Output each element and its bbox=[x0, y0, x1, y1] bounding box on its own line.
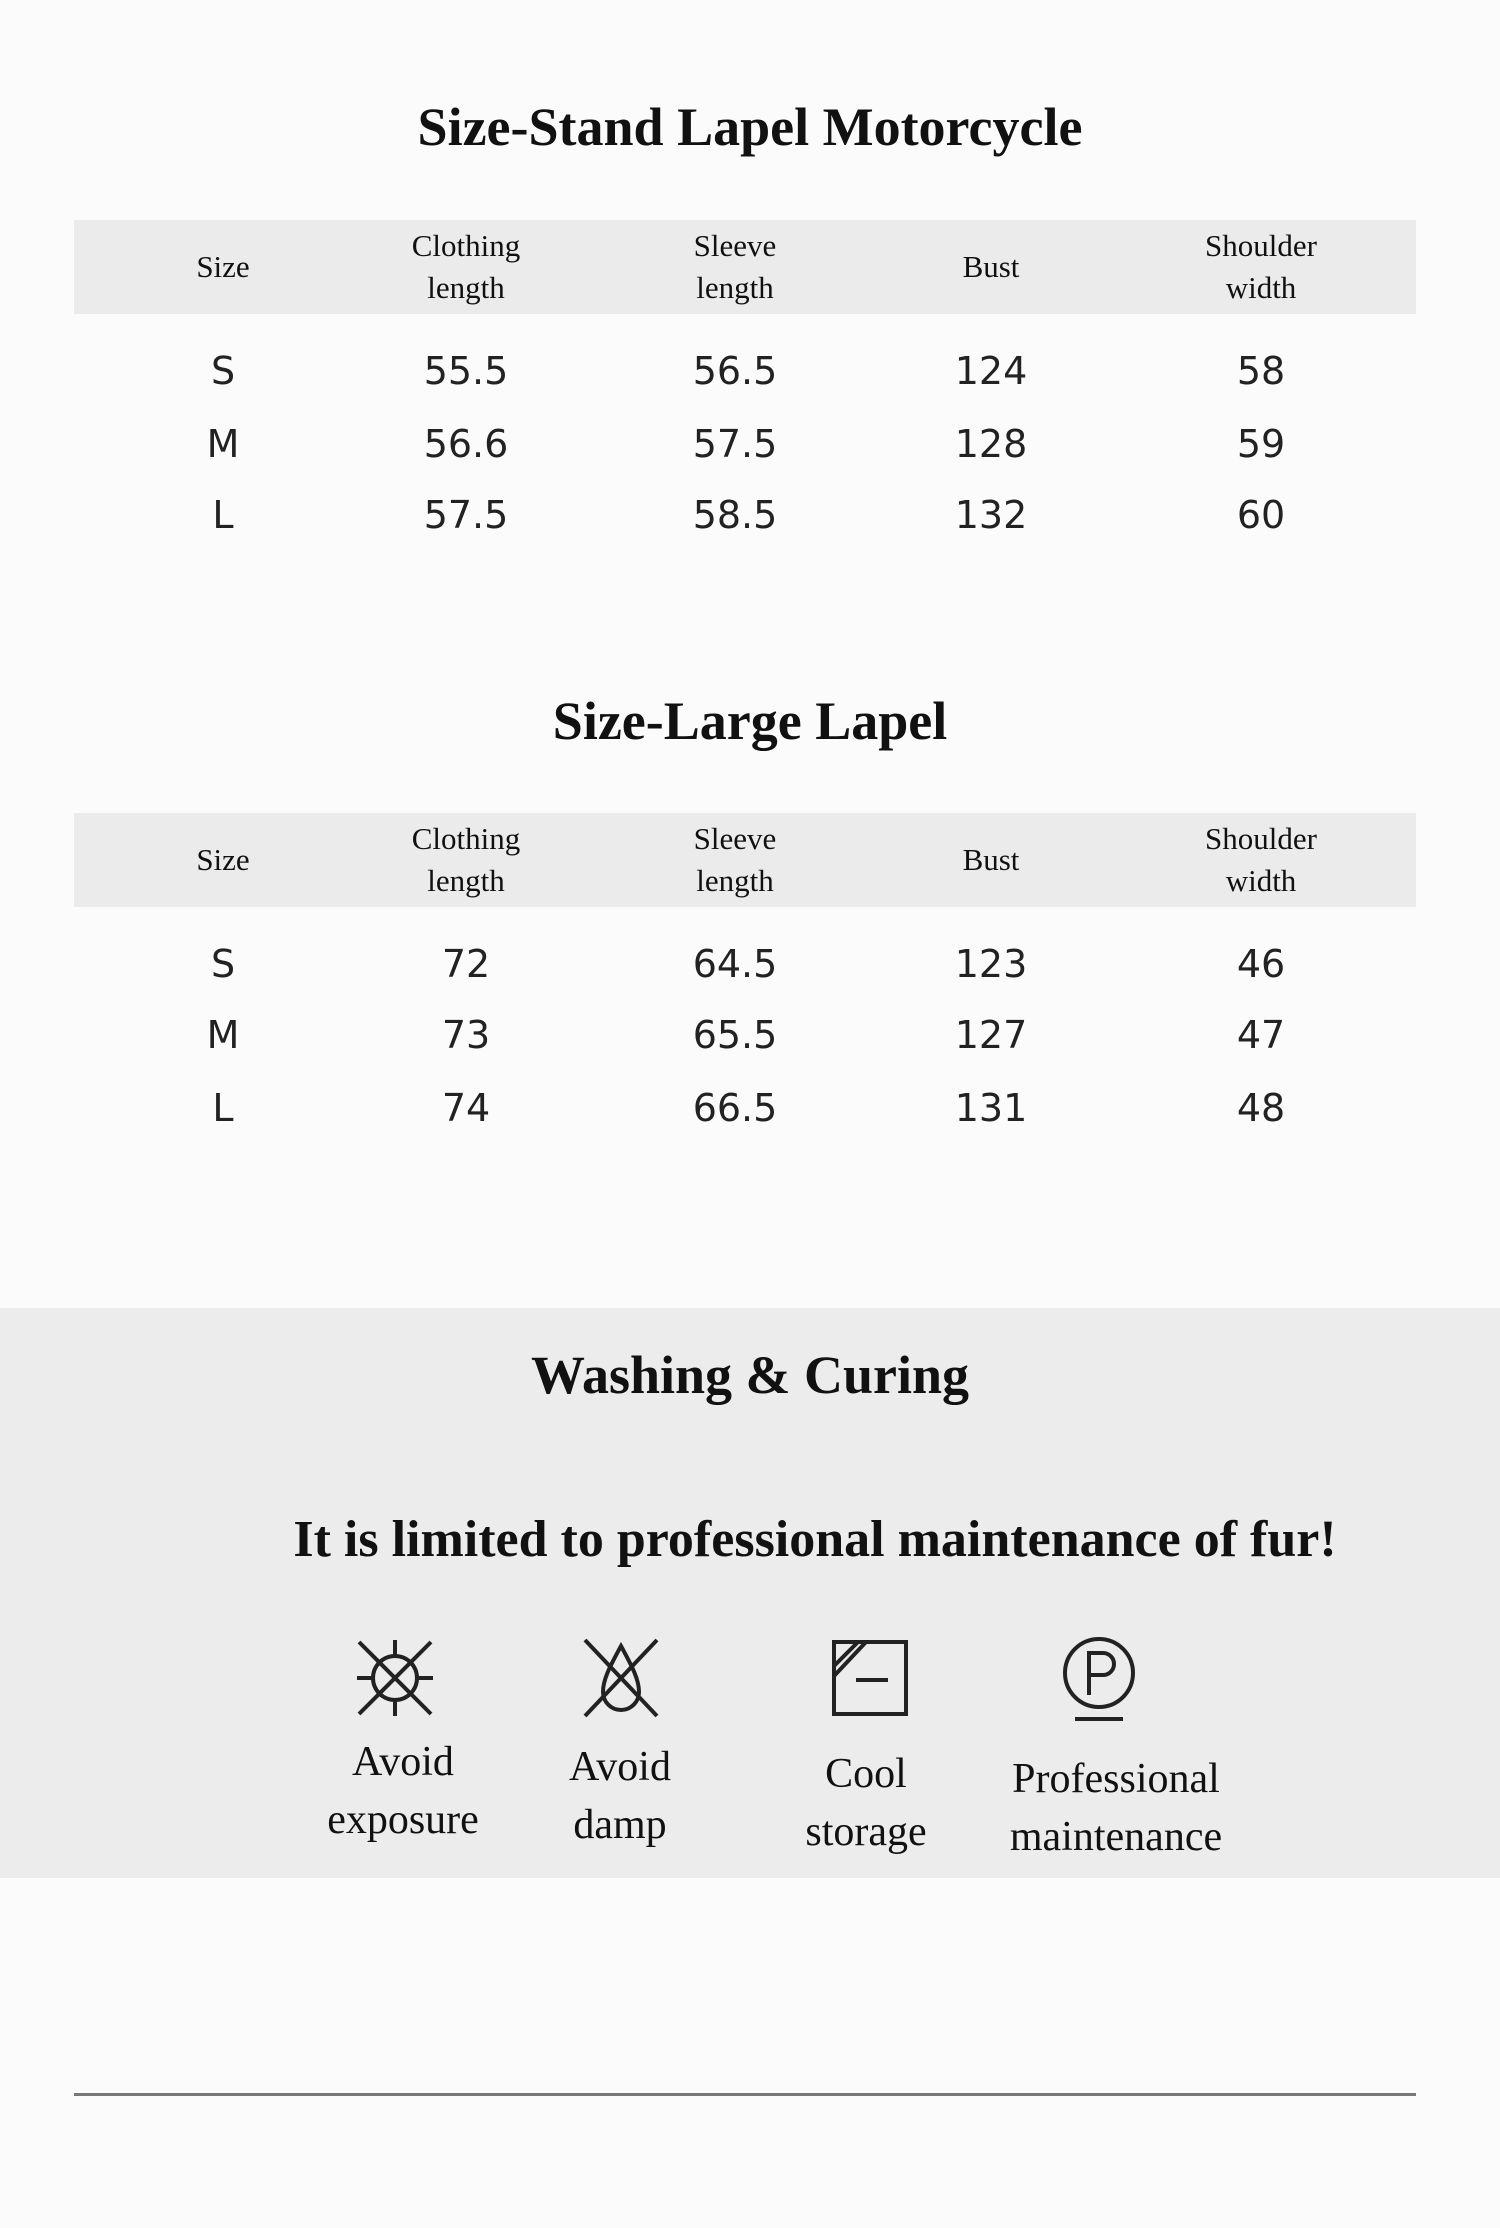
care-label: Avoid damp bbox=[569, 1744, 671, 1848]
column-header: Size bbox=[196, 249, 250, 284]
table-cell: 64.5 bbox=[692, 942, 778, 986]
column-header: Sleeve length bbox=[693, 821, 777, 898]
care-section bbox=[0, 1308, 1500, 1878]
care-title: Washing & Curing bbox=[530, 1345, 970, 1405]
table-cell: 58.5 bbox=[692, 493, 778, 537]
table-1-title: Size-Stand Lapel Motorcycle bbox=[417, 97, 1083, 157]
table-cell: 72 bbox=[441, 942, 491, 986]
table-cell: 57.5 bbox=[692, 422, 778, 466]
table-cell: 46 bbox=[1236, 942, 1286, 986]
table-cell: M bbox=[206, 422, 240, 466]
table-cell: 60 bbox=[1236, 493, 1286, 537]
table-cell: L bbox=[212, 1086, 234, 1130]
table-cell: 55.5 bbox=[423, 349, 509, 393]
table-cell: 124 bbox=[954, 349, 1028, 393]
column-header: Clothing length bbox=[411, 228, 521, 305]
care-label: Cool storage bbox=[805, 1751, 927, 1855]
table-cell: 123 bbox=[954, 942, 1028, 986]
divider bbox=[74, 2093, 1416, 2096]
table-cell: 59 bbox=[1236, 422, 1286, 466]
no-sun-icon bbox=[357, 1640, 433, 1716]
table-cell: 128 bbox=[954, 422, 1028, 466]
table-cell: 57.5 bbox=[423, 493, 509, 537]
table-cell: S bbox=[210, 349, 236, 393]
table-cell: 56.6 bbox=[423, 422, 509, 466]
table-cell: 56.5 bbox=[692, 349, 778, 393]
table-1-header bbox=[74, 220, 1416, 314]
care-label: Professional maintenance bbox=[1009, 1756, 1223, 1860]
column-header: Shoulder width bbox=[1205, 228, 1317, 305]
column-header: Size bbox=[196, 842, 250, 877]
table-cell: 48 bbox=[1236, 1086, 1286, 1130]
column-header: Bust bbox=[962, 249, 1020, 284]
table-cell: L bbox=[212, 493, 234, 537]
table-cell: M bbox=[206, 1013, 240, 1057]
table-2-title: Size-Large Lapel bbox=[552, 691, 948, 751]
table-cell: 58 bbox=[1236, 349, 1286, 393]
shade-dry-icon bbox=[832, 1640, 908, 1716]
care-label: Avoid exposure bbox=[327, 1739, 479, 1843]
table-cell: S bbox=[210, 942, 236, 986]
column-header: Shoulder width bbox=[1205, 821, 1317, 898]
no-water-drop-icon bbox=[583, 1638, 659, 1718]
table-cell: 65.5 bbox=[692, 1013, 778, 1057]
table-cell: 74 bbox=[441, 1086, 491, 1130]
column-header: Sleeve length bbox=[693, 228, 777, 305]
table-cell: 132 bbox=[954, 493, 1028, 537]
table-cell: 131 bbox=[954, 1086, 1028, 1130]
table-cell: 47 bbox=[1236, 1013, 1286, 1057]
table-2-header bbox=[74, 813, 1416, 907]
table-cell: 73 bbox=[441, 1013, 491, 1057]
table-cell: 66.5 bbox=[692, 1086, 778, 1130]
table-cell: 127 bbox=[954, 1013, 1028, 1057]
professional-clean-p-icon bbox=[1063, 1637, 1135, 1721]
care-notice: It is limited to professional maintenanc… bbox=[293, 1511, 1337, 1568]
column-header: Clothing length bbox=[411, 821, 521, 898]
column-header: Bust bbox=[962, 842, 1020, 877]
